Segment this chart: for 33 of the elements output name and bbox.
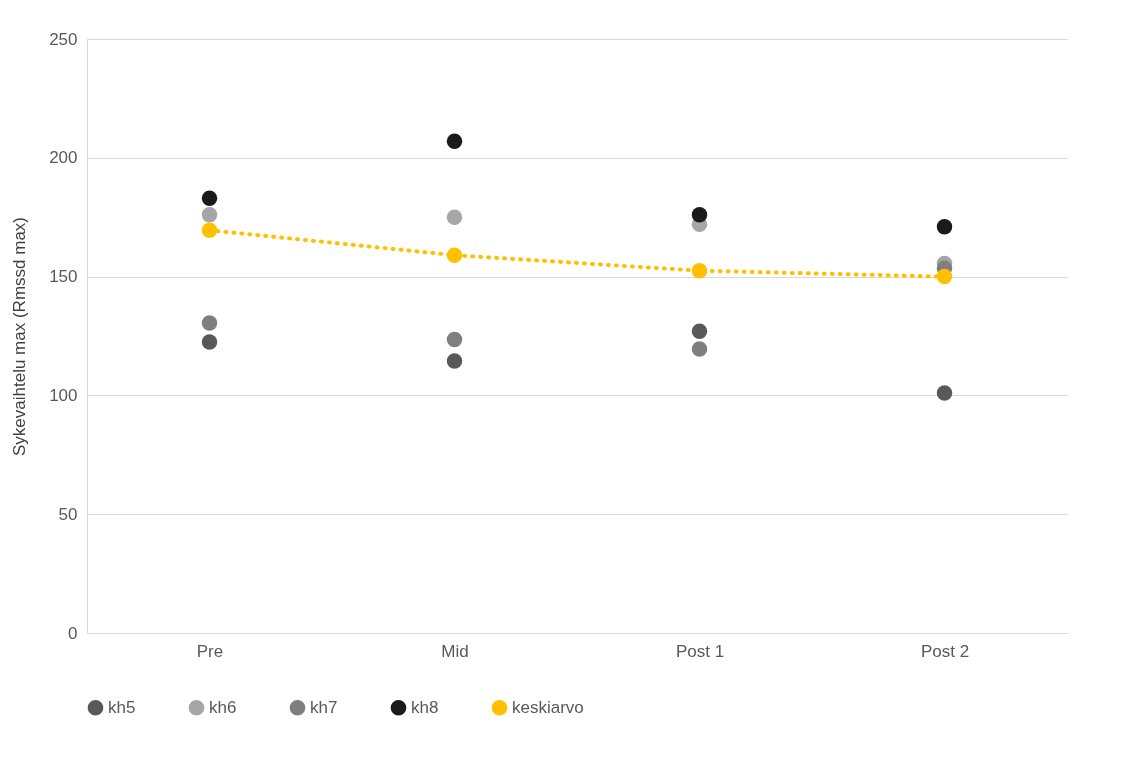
legend-label: keskiarvo	[512, 697, 584, 717]
y-tick-label: 250	[49, 29, 78, 49]
point	[201, 207, 218, 223]
legend-label: kh7	[310, 697, 338, 717]
point	[201, 222, 218, 238]
point	[691, 341, 708, 357]
y-axis-title: Sykevaihtelu max (Rmssd max)	[10, 216, 30, 457]
y-tick-label: 50	[58, 504, 78, 524]
point	[446, 331, 463, 348]
point	[446, 247, 463, 263]
point	[201, 190, 218, 206]
point	[446, 209, 463, 225]
point	[936, 218, 953, 235]
point	[201, 315, 218, 331]
point	[936, 385, 953, 401]
x-tick-label: Post 1	[675, 641, 725, 661]
point	[446, 133, 463, 149]
y-tick-label: 150	[49, 267, 78, 287]
legend-label: kh8	[411, 697, 439, 717]
point	[446, 353, 463, 369]
point	[201, 334, 218, 350]
y-tick-label: 100	[49, 385, 78, 405]
y-tick-label: 200	[49, 148, 78, 168]
x-tick-label: Pre	[196, 641, 224, 661]
x-tick-label: Mid	[441, 641, 469, 661]
point	[691, 207, 708, 223]
point	[691, 262, 708, 279]
point	[936, 268, 953, 285]
x-tick-label: Post 2	[920, 641, 970, 661]
legend-label: kh5	[108, 697, 136, 717]
legend-label: kh6	[209, 697, 237, 717]
y-tick-label: 0	[68, 623, 78, 643]
point	[691, 323, 708, 339]
